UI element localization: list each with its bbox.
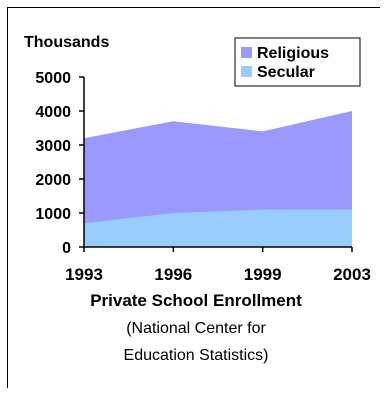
- area-series-group: [84, 111, 352, 247]
- chart-subtitle-line-1: (National Center for: [126, 320, 266, 337]
- x-tick-group: 1993 1996 1999 2003: [65, 247, 371, 284]
- x-tick-label: 2003: [333, 265, 371, 284]
- x-tick-label: 1996: [154, 265, 192, 284]
- y-tick-label: 0: [62, 240, 71, 257]
- y-tick-label: 3000: [35, 138, 71, 155]
- axes-group: [83, 77, 352, 248]
- legend-label-religious: Religious: [257, 45, 329, 62]
- legend-swatch-secular: [241, 66, 252, 77]
- chart-frame: [7, 7, 380, 388]
- y-unit-label: Thousands: [24, 34, 109, 51]
- area-secular: [84, 209, 352, 247]
- chart-title: Private School Enrollment: [90, 291, 302, 310]
- legend-label-secular: Secular: [257, 64, 315, 81]
- x-tick-label: 1993: [65, 265, 103, 284]
- y-tick-label: 5000: [35, 70, 71, 87]
- chart-subtitle-line-2: Education Statistics): [124, 347, 269, 364]
- y-tick-group: 0 1000 2000 3000 4000 5000: [35, 70, 84, 257]
- y-tick-label: 4000: [35, 104, 71, 121]
- legend-box: [234, 37, 361, 87]
- y-tick-label: 1000: [35, 206, 71, 223]
- x-tick-label: 1999: [244, 265, 282, 284]
- y-tick-label: 2000: [35, 172, 71, 189]
- legend: Religious Secular: [234, 37, 361, 87]
- legend-swatch-religious: [241, 47, 252, 58]
